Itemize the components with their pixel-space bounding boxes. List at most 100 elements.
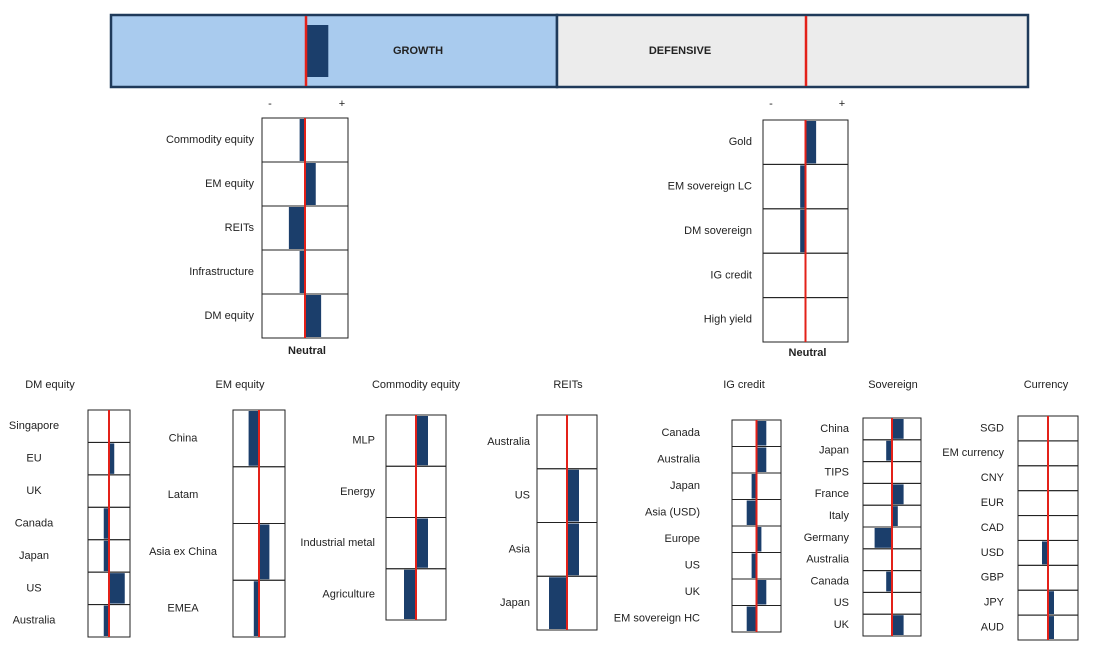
row-label: REITs: [225, 222, 255, 234]
row-label: DM sovereign: [684, 225, 752, 237]
tilt-bar: [109, 443, 115, 474]
minus-label: -: [769, 98, 773, 110]
row-label: Latam: [168, 489, 199, 501]
tilt-bar: [1048, 616, 1054, 639]
tilt-bar: [299, 251, 305, 293]
row-label: MLP: [352, 435, 375, 447]
panel-title: IG credit: [723, 379, 765, 391]
row-label: Japan: [19, 550, 49, 562]
row-label: EM currency: [942, 447, 1004, 459]
row-label: Canada: [810, 575, 849, 587]
row-label: Canada: [15, 517, 54, 529]
banner-label: DEFENSIVE: [649, 45, 711, 57]
tilt-bar: [288, 207, 305, 249]
tilt-bar: [751, 474, 757, 499]
row-label: Infrastructure: [189, 266, 254, 278]
row-label: Japan: [819, 445, 849, 457]
tilt-bar: [805, 121, 817, 164]
tilt-bar: [1048, 591, 1054, 615]
row-label: CNY: [981, 472, 1005, 484]
tilt-bar: [1042, 541, 1048, 565]
tilt-bar: [800, 165, 806, 208]
row-label: SGD: [980, 422, 1004, 434]
tilt-bar: [248, 411, 259, 466]
row-label: US: [685, 560, 700, 572]
tilt-bar: [103, 540, 109, 572]
row-label: IG credit: [710, 269, 752, 281]
row-label: EMEA: [167, 603, 199, 615]
banner-box: [555, 13, 1030, 89]
panel-title: DM equity: [25, 379, 75, 391]
row-label: Australia: [657, 454, 701, 466]
row-label: UK: [834, 619, 850, 631]
row-label: Commodity equity: [166, 134, 255, 146]
minus-label: -: [268, 98, 272, 110]
tilt-bar: [253, 581, 259, 636]
row-label: UK: [26, 485, 42, 497]
tilt-bar: [886, 571, 892, 592]
panel-title: EM equity: [216, 379, 265, 391]
row-label: TIPS: [825, 466, 849, 478]
plus-label: +: [839, 98, 845, 110]
row-label: USD: [981, 547, 1004, 559]
neutral-label: Neutral: [288, 345, 326, 357]
tilt-bar: [892, 419, 904, 439]
row-label: Canada: [661, 427, 700, 439]
row-label: China: [169, 432, 199, 444]
row-label: Japan: [500, 597, 530, 609]
row-label: EU: [26, 453, 41, 465]
row-label: Europe: [665, 533, 700, 545]
tilt-bar: [756, 447, 767, 472]
row-label: UK: [685, 586, 701, 598]
row-label: EM equity: [205, 178, 254, 190]
tilt-bar: [746, 500, 757, 525]
panel-title: REITs: [553, 379, 583, 391]
row-label: Energy: [340, 486, 375, 498]
tilt-bar: [567, 523, 579, 576]
tilt-bar: [305, 295, 322, 337]
row-label: Asia: [509, 543, 531, 555]
banner-label: GROWTH: [393, 45, 443, 57]
tilt-bar: [756, 580, 767, 605]
row-label: JPY: [984, 597, 1005, 609]
panel-title: Currency: [1024, 379, 1069, 391]
tilt-bar: [746, 606, 757, 631]
row-label: China: [820, 423, 850, 435]
row-label: Germany: [804, 532, 850, 544]
row-label: EUR: [981, 497, 1004, 509]
row-label: Singapore: [9, 420, 59, 432]
row-label: Australia: [13, 615, 57, 627]
row-label: Agriculture: [322, 588, 375, 600]
tilt-bar: [306, 25, 329, 77]
panel-title: Commodity equity: [372, 379, 461, 391]
row-label: Asia ex China: [149, 546, 218, 558]
row-label: Asia (USD): [645, 507, 700, 519]
tilt-bar: [103, 508, 109, 539]
tilt-bar: [567, 469, 579, 522]
tilt-bar: [305, 163, 316, 205]
plus-label: +: [339, 98, 345, 110]
tilt-bar: [886, 440, 892, 461]
row-label: US: [834, 597, 849, 609]
row-label: Australia: [806, 554, 850, 566]
tilt-bar: [416, 416, 428, 466]
row-label: Gold: [729, 136, 752, 148]
row-label: Italy: [829, 510, 850, 522]
row-label: High yield: [704, 314, 752, 326]
tilt-bar: [892, 506, 898, 526]
tilt-bar: [103, 605, 109, 636]
tilt-bar: [259, 524, 270, 580]
tilt-bar: [892, 484, 904, 505]
panel-title: Sovereign: [868, 379, 918, 391]
tilt-bar: [892, 615, 904, 635]
tilt-bar: [549, 577, 567, 629]
row-label: US: [515, 490, 530, 502]
row-label: CAD: [981, 522, 1004, 534]
row-label: AUD: [981, 621, 1004, 633]
row-label: EM sovereign LC: [668, 181, 752, 193]
tilt-bar: [299, 119, 305, 161]
row-label: DM equity: [204, 310, 254, 322]
tilt-bar: [756, 527, 762, 552]
tilt-bar: [416, 518, 428, 568]
